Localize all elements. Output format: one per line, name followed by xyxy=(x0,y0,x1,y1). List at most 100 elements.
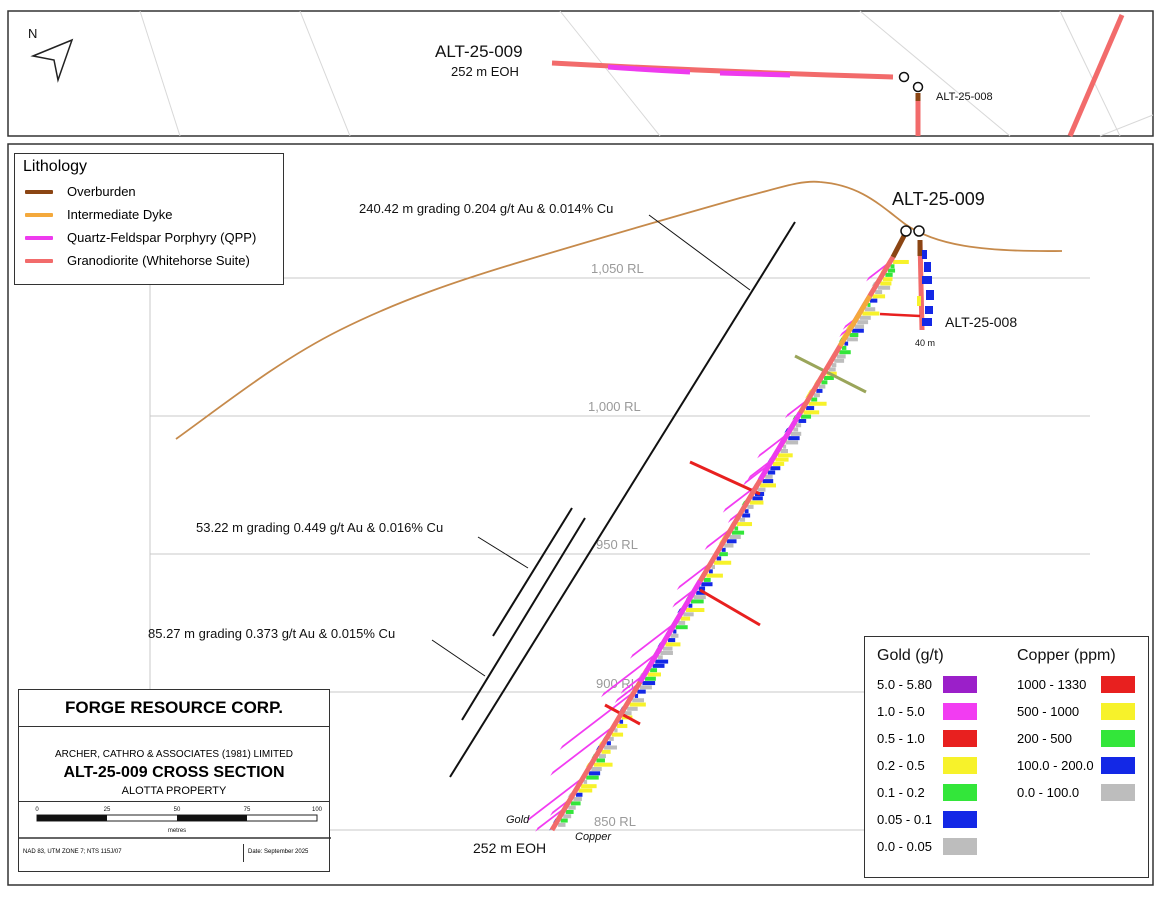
copper-assay-bar xyxy=(749,500,764,505)
copper-assay-spike xyxy=(699,588,761,627)
copper-assay-bar xyxy=(637,689,646,694)
topography-line xyxy=(175,180,1063,440)
copper-assay-bar xyxy=(887,268,896,273)
plan-trace-alt-25-008 xyxy=(912,81,924,136)
copper-assay-bar xyxy=(586,775,599,780)
gold-color-swatch xyxy=(943,838,977,855)
copper-assay-bar xyxy=(581,784,597,789)
copper-assay-bar xyxy=(859,315,871,320)
gold-legend-row: 5.0 - 5.80 xyxy=(877,671,977,698)
copper-range-label: 200 - 500 xyxy=(1017,731,1072,746)
copper-assay-bar xyxy=(657,655,663,660)
copper-color-swatch xyxy=(1101,730,1135,747)
copper-assay-bar xyxy=(852,328,864,333)
gold-assay-bar xyxy=(559,689,636,750)
gold-range-label: 0.0 - 0.05 xyxy=(877,839,932,854)
scale-tick: 100 xyxy=(312,807,323,813)
copper-assay-bar xyxy=(811,397,818,402)
copper-assay-bar xyxy=(688,603,693,608)
qpp-swatch xyxy=(25,235,53,240)
intercept-leaders xyxy=(431,214,751,677)
copper-assay-bar xyxy=(847,337,858,342)
copper-assay-bar xyxy=(734,526,739,531)
gold-range-label: 0.2 - 0.5 xyxy=(877,758,925,773)
copper-assay-bar xyxy=(698,586,706,591)
copper-assay-bar xyxy=(854,324,865,329)
copper-assay-bar xyxy=(823,375,834,380)
section-hole-008-label: ALT-25-008 xyxy=(945,314,1017,330)
gold-legend-row: 1.0 - 5.0 xyxy=(877,698,977,725)
gold-assay-bar xyxy=(535,805,567,832)
copper-assay-bar xyxy=(706,573,723,578)
copper-assay-bar xyxy=(591,766,602,771)
intercept-label-1: 240.42 m grading 0.204 g/t Au & 0.014% C… xyxy=(359,201,613,216)
copper-assay-bar xyxy=(836,354,846,359)
north-label: N xyxy=(28,26,37,41)
copper-assay-bar xyxy=(744,509,749,514)
copper-assay-bar xyxy=(606,741,611,746)
plan-hole-009-label: ALT-25-009 xyxy=(435,42,523,61)
copper-assay-bar xyxy=(752,496,763,501)
drill-trace-alt-25-008 xyxy=(879,225,934,331)
copper-color-swatch xyxy=(1101,676,1135,693)
copper-assay-spike xyxy=(689,460,761,496)
copper-assay-bar xyxy=(642,681,656,686)
scale-bar: 0 25 50 75 100 metres xyxy=(19,807,331,839)
gold-legend-row: 0.1 - 0.2 xyxy=(877,779,977,806)
copper-assay-bar xyxy=(724,543,734,548)
lithology-item-label: Intermediate Dyke xyxy=(67,207,173,222)
gold-legend-row: 0.5 - 1.0 xyxy=(877,725,977,752)
copper-assay-bar xyxy=(875,290,883,295)
copper-assay-bar xyxy=(742,513,751,518)
gold-legend-row: 0.0 - 0.05 xyxy=(877,833,977,860)
copper-assay-bar xyxy=(624,711,632,716)
copper-assay-bar xyxy=(627,706,638,711)
granodiorite-swatch xyxy=(25,258,53,263)
copper-assay-bar xyxy=(558,822,566,827)
copper-assay-bar xyxy=(619,719,624,724)
copper-assay-bar xyxy=(721,547,726,552)
copper-assay-bar xyxy=(575,792,583,797)
copper-assay-bar xyxy=(729,534,741,539)
gold-legend-row: 0.05 - 0.1 xyxy=(877,806,977,833)
copper-assay-bar xyxy=(800,414,812,419)
copper-assay-bar xyxy=(629,702,646,707)
copper-assay-bar xyxy=(563,814,572,819)
copper-assay-bar xyxy=(829,367,836,372)
copper-assay-bar xyxy=(893,259,909,264)
gold-assay-bar xyxy=(526,775,585,822)
copper-range-label: 500 - 1000 xyxy=(1017,704,1080,719)
copper-assay-bar xyxy=(711,565,715,570)
gold-range-label: 0.05 - 0.1 xyxy=(877,812,932,827)
copper-assay-bar xyxy=(703,577,711,582)
copper-assay-bar xyxy=(760,483,777,488)
copper-legend-row: 1000 - 1330 xyxy=(1017,671,1135,698)
copper-assay-bar xyxy=(870,298,878,303)
copper-assay-bar xyxy=(596,758,605,763)
gold-legend-title: Gold (g/t) xyxy=(877,647,944,664)
copper-assay-bar xyxy=(670,633,679,638)
lithology-item-dyke: Intermediate Dyke xyxy=(15,203,283,226)
lithology-item-label: Granodiorite (Whitehorse Suite) xyxy=(67,253,250,268)
plan-hole-009-depth: 252 m EOH xyxy=(451,64,519,79)
gold-color-swatch xyxy=(943,757,977,774)
gold-assay-bar xyxy=(704,526,733,551)
copper-assay-spike xyxy=(794,354,867,394)
gold-assay-bar xyxy=(629,620,677,659)
gold-assay-bar xyxy=(620,672,646,694)
gold-assay-bar xyxy=(757,431,789,459)
copper-range-label: 100.0 - 200.0 xyxy=(1017,758,1094,773)
copper-assay-bar xyxy=(788,436,800,441)
copper-range-label: 0.0 - 100.0 xyxy=(1017,785,1080,800)
copper-assay-bar xyxy=(601,749,611,754)
copper-assay-bar xyxy=(737,522,753,527)
copper-assay-bar xyxy=(696,590,706,595)
copper-assay-bar xyxy=(808,401,827,406)
copper-assay-bar xyxy=(806,406,815,411)
copper-assay-bar xyxy=(593,762,613,767)
scale-tick: 75 xyxy=(244,807,251,813)
gold-color-swatch xyxy=(943,811,977,828)
copper-assay-bar xyxy=(821,380,828,385)
copper-assay-bar xyxy=(583,779,588,784)
title-block: FORGE RESOURCE CORP. ARCHER, CATHRO & AS… xyxy=(18,689,331,872)
